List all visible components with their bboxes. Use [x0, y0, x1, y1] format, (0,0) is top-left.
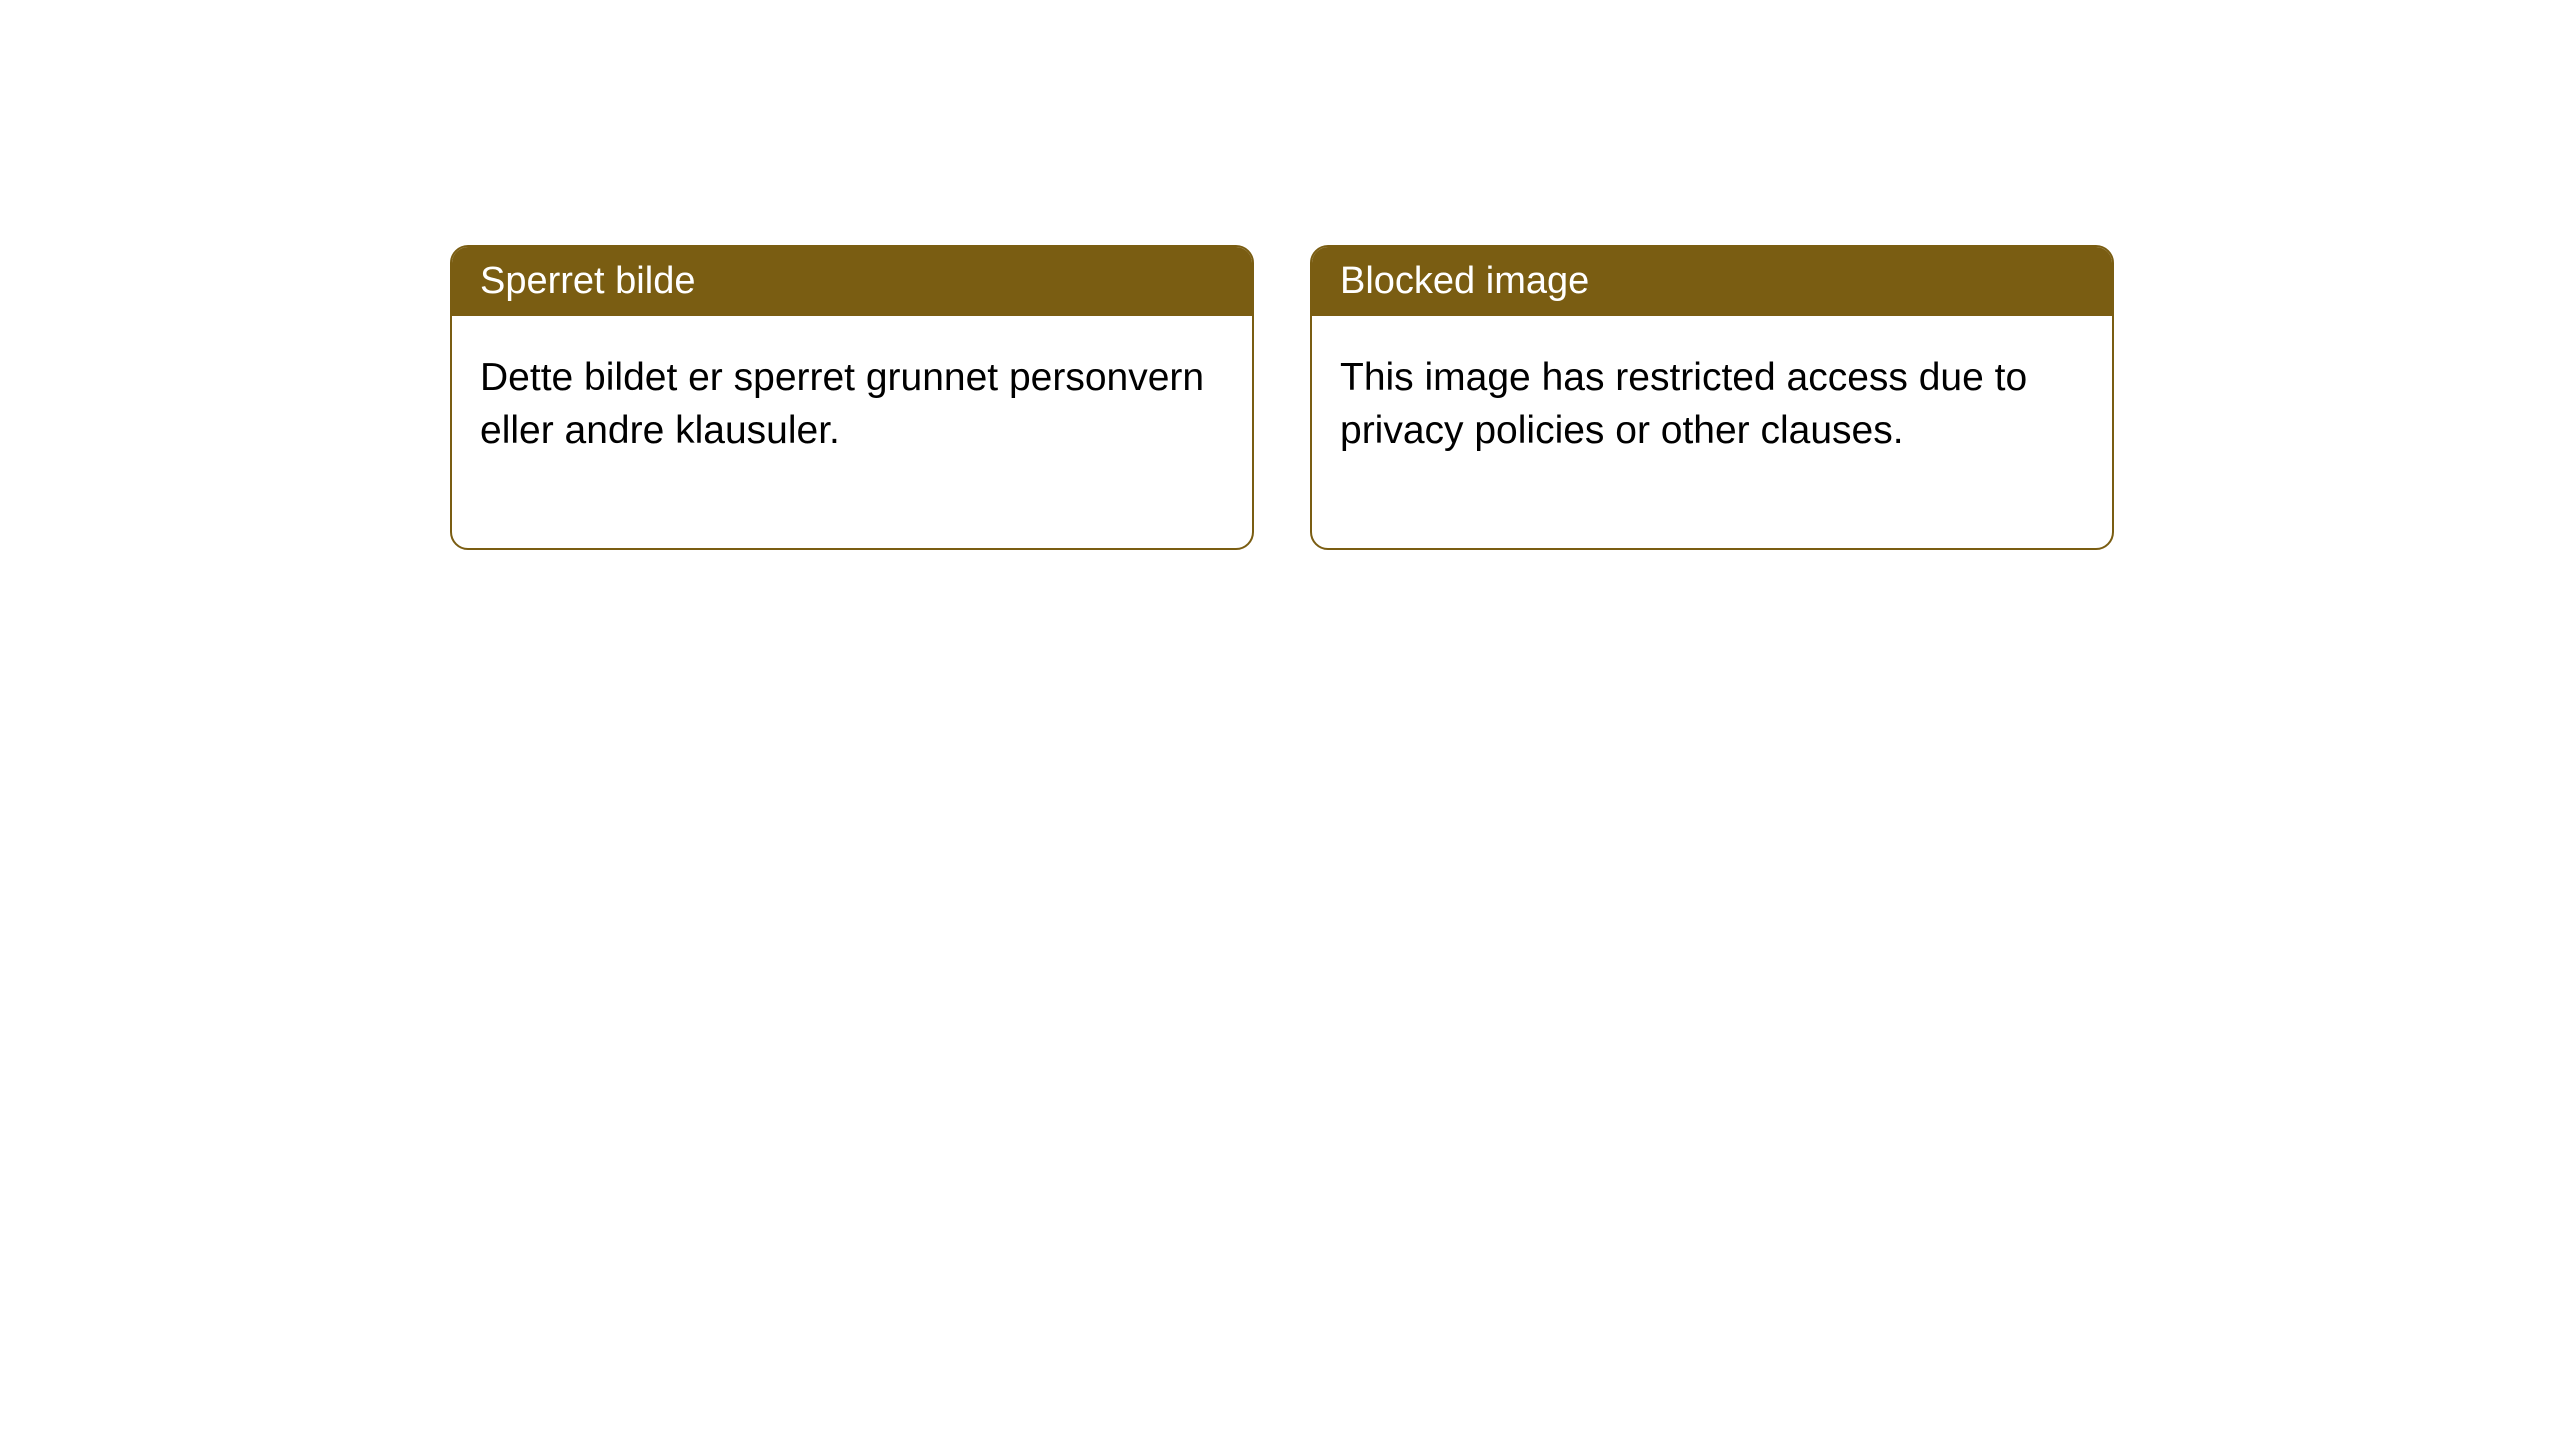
- notice-body: This image has restricted access due to …: [1312, 316, 2112, 547]
- notice-body-text: This image has restricted access due to …: [1340, 356, 2027, 452]
- notice-card-norwegian: Sperret bilde Dette bildet er sperret gr…: [450, 245, 1254, 550]
- notice-header: Sperret bilde: [452, 247, 1252, 316]
- notice-header: Blocked image: [1312, 247, 2112, 316]
- notice-container: Sperret bilde Dette bildet er sperret gr…: [450, 245, 2114, 550]
- notice-body-text: Dette bildet er sperret grunnet personve…: [480, 356, 1204, 452]
- notice-body: Dette bildet er sperret grunnet personve…: [452, 316, 1252, 547]
- notice-title: Blocked image: [1340, 260, 1589, 302]
- notice-card-english: Blocked image This image has restricted …: [1310, 245, 2114, 550]
- notice-title: Sperret bilde: [480, 260, 695, 302]
